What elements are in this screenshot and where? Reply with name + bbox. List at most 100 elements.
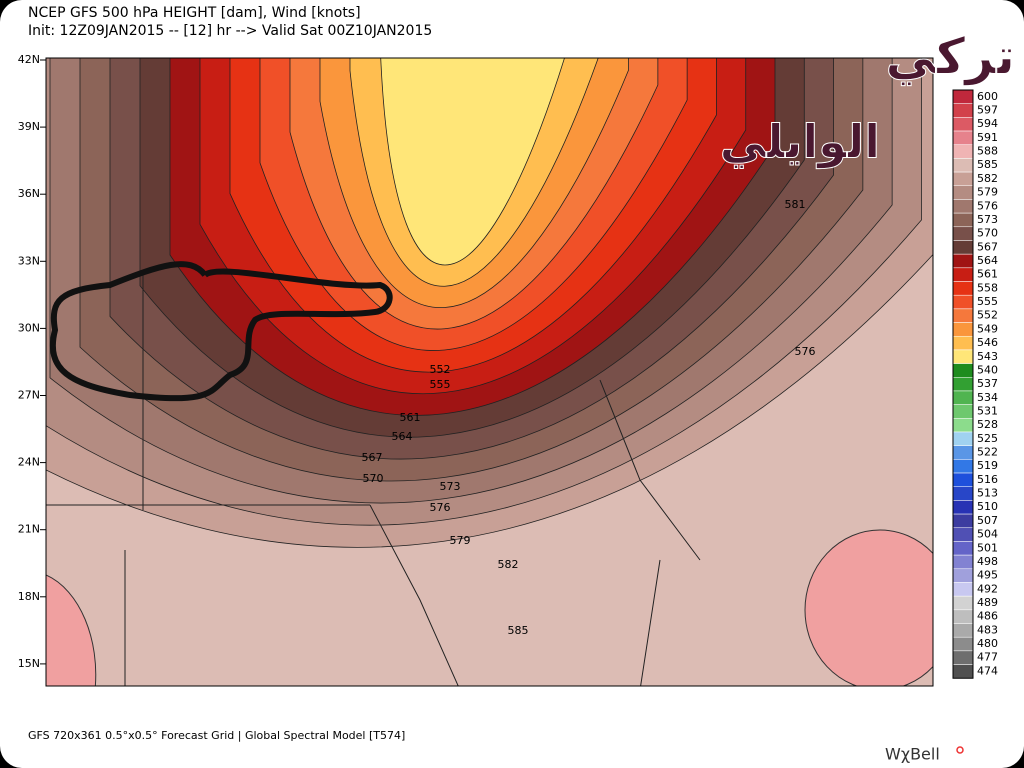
title: NCEP GFS 500 hPa HEIGHT [dam], Wind [kno… <box>28 5 361 21</box>
lat-label: 36N <box>18 187 40 200</box>
colorbar-label: 480 <box>977 637 998 650</box>
colorbar-label: 501 <box>977 541 998 554</box>
contour-label: 576 <box>795 345 816 358</box>
colorbar-label: 591 <box>977 131 998 144</box>
colorbar-swatch <box>952 171 974 187</box>
colorbar-swatch <box>952 103 974 118</box>
colorbar-label: 546 <box>977 336 998 349</box>
colorbar-label: 561 <box>977 268 998 281</box>
colorbar-swatch <box>952 294 974 310</box>
colorbar-swatch <box>952 541 974 556</box>
contour-label: 561 <box>400 411 421 424</box>
colorbar-label: 558 <box>977 281 998 294</box>
colorbar-swatch <box>952 431 974 446</box>
colorbar-swatch <box>952 623 974 638</box>
lat-label: 27N <box>18 389 40 402</box>
colorbar-swatch <box>952 253 974 269</box>
colorbar-label: 489 <box>977 596 998 609</box>
border <box>46 270 701 686</box>
lat-label: 33N <box>18 254 40 267</box>
colorbar-swatch <box>952 459 974 474</box>
colorbar-label: 492 <box>977 582 998 595</box>
colorbar-swatch <box>952 130 974 145</box>
contour-label: 579 <box>450 534 471 547</box>
colorbar-label: 534 <box>977 391 998 404</box>
colorbar-swatch <box>952 240 974 255</box>
colorbar-swatch <box>952 513 974 529</box>
contour-label: 567 <box>362 451 383 464</box>
colorbar-swatch <box>952 185 974 200</box>
colorbar-label: 504 <box>977 528 998 541</box>
colorbar-swatch <box>952 500 974 515</box>
colorbar-swatch <box>952 267 974 282</box>
colorbar-swatch <box>952 486 974 501</box>
colorbar-label: 495 <box>977 569 998 582</box>
colorbar-swatch <box>952 664 974 679</box>
colorbar-label: 537 <box>977 377 998 390</box>
colorbar-label: 519 <box>977 459 998 472</box>
brand-dot <box>956 746 964 754</box>
lat-label: 42N <box>18 53 40 66</box>
contour-label: 570 <box>363 472 384 485</box>
colorbar-label: 540 <box>977 363 998 376</box>
colorbar-swatch <box>952 390 974 405</box>
colorbar-swatch <box>952 377 974 392</box>
colorbar-label: 543 <box>977 350 998 363</box>
lat-label: 21N <box>18 523 40 536</box>
colorbar-border <box>952 89 974 679</box>
colorbar-label: 498 <box>977 555 998 568</box>
colorbar-swatch <box>952 226 974 241</box>
contour-label: 585 <box>508 624 529 637</box>
colorbar-label: 516 <box>977 473 998 486</box>
colorbar-swatch <box>952 281 974 296</box>
highlight-outline <box>49 261 393 402</box>
colorbar-swatch <box>952 582 974 597</box>
colorbar-label: 525 <box>977 432 998 445</box>
colorbar-swatch <box>952 527 974 542</box>
map-overlay <box>46 261 933 686</box>
colorbar-label: 582 <box>977 172 998 185</box>
colorbar-swatch <box>952 349 974 364</box>
high-region <box>804 529 933 686</box>
colorbar-swatch <box>952 472 974 487</box>
colorbar-label: 552 <box>977 309 998 322</box>
colorbar-label: 570 <box>977 227 998 240</box>
colorbar-swatch <box>952 117 974 132</box>
colorbar-swatch <box>952 212 974 228</box>
subtitle: Init: 12Z09JAN2015 -- [12] hr --> Valid … <box>28 23 432 39</box>
colorbar-label: 483 <box>977 623 998 636</box>
colorbar-label: 510 <box>977 500 998 513</box>
colorbar-swatch <box>952 609 974 624</box>
colorbar-label: 600 <box>977 90 998 103</box>
colorbar-label: 567 <box>977 240 998 253</box>
colorbar-label: 585 <box>977 158 998 171</box>
map <box>46 58 933 686</box>
colorbar-swatch <box>952 363 974 378</box>
map-border <box>45 57 934 687</box>
colorbar-swatch <box>952 568 974 583</box>
colorbar-label: 576 <box>977 199 998 212</box>
colorbar-label: 477 <box>977 651 998 664</box>
colorbar-label: 474 <box>977 664 998 677</box>
colorbar-swatch <box>952 308 974 323</box>
colorbar-label: 522 <box>977 446 998 459</box>
colorbar-label: 594 <box>977 117 998 130</box>
colorbar-label: 564 <box>977 254 998 267</box>
colorbar-swatch <box>952 322 974 337</box>
colorbar-swatch <box>952 595 974 611</box>
colorbar-swatch <box>952 445 974 460</box>
height-band <box>380 58 565 266</box>
colorbar-label: 573 <box>977 213 998 226</box>
colorbar-swatch <box>952 404 974 419</box>
colorbar-label: 513 <box>977 487 998 500</box>
colorbar-swatch <box>952 335 974 351</box>
colorbar-swatch <box>952 554 974 570</box>
colorbar-label: 579 <box>977 186 998 199</box>
lat-label: 30N <box>18 321 40 334</box>
colorbar-label: 531 <box>977 404 998 417</box>
colorbar-swatch <box>952 89 974 104</box>
lat-label: 18N <box>18 590 40 603</box>
contour-label: 582 <box>498 558 519 571</box>
brand: WχBell <box>885 745 940 764</box>
